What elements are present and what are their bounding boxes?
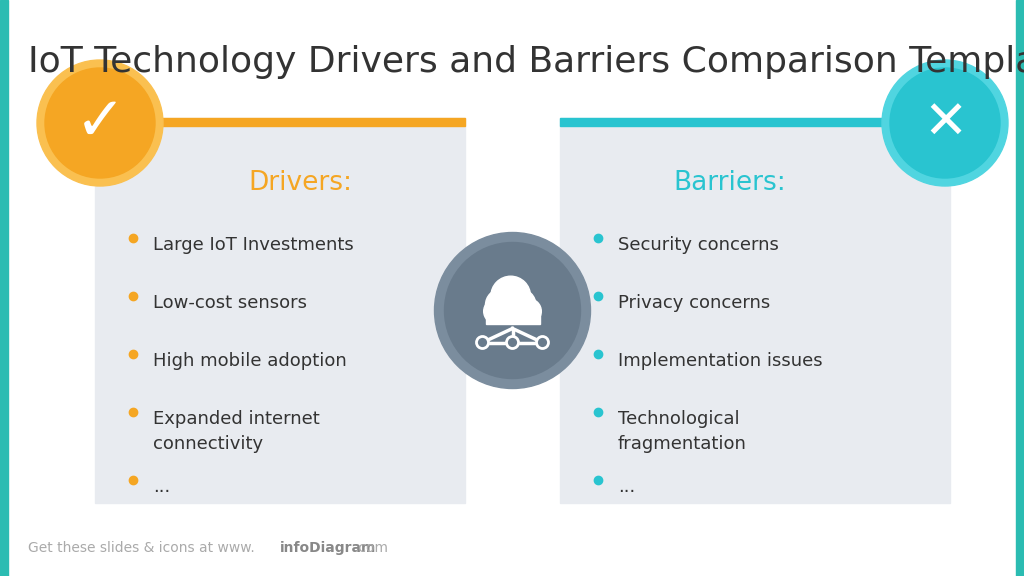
Circle shape	[483, 299, 509, 324]
Bar	[95, 118, 465, 126]
Text: Get these slides & icons at www.: Get these slides & icons at www.	[28, 541, 255, 555]
Text: .com: .com	[355, 541, 389, 555]
Circle shape	[537, 336, 549, 348]
Text: ✕: ✕	[923, 97, 967, 149]
Circle shape	[37, 60, 163, 186]
Text: Barriers:: Barriers:	[674, 170, 786, 196]
Text: Privacy concerns: Privacy concerns	[618, 294, 770, 312]
Circle shape	[507, 336, 518, 348]
Text: ...: ...	[618, 478, 635, 496]
Bar	[560, 118, 950, 503]
Circle shape	[490, 276, 530, 316]
Circle shape	[434, 233, 591, 388]
Text: Drivers:: Drivers:	[248, 170, 352, 196]
Text: Large IoT Investments: Large IoT Investments	[153, 236, 353, 254]
Text: ...: ...	[153, 478, 170, 496]
Circle shape	[476, 336, 488, 348]
Text: Implementation issues: Implementation issues	[618, 352, 822, 370]
Bar	[1016, 0, 1024, 576]
Text: IoT Technology Drivers and Barriers Comparison Template: IoT Technology Drivers and Barriers Comp…	[28, 45, 1024, 79]
Bar	[95, 118, 465, 503]
Circle shape	[45, 68, 155, 178]
Circle shape	[890, 68, 1000, 178]
Bar	[485, 309, 540, 324]
Circle shape	[444, 242, 581, 378]
Text: Security concerns: Security concerns	[618, 236, 779, 254]
Text: ✓: ✓	[75, 93, 126, 153]
Text: infoDiagram: infoDiagram	[280, 541, 377, 555]
Circle shape	[485, 289, 518, 321]
Circle shape	[882, 60, 1008, 186]
Bar	[560, 118, 950, 126]
Text: Technological
fragmentation: Technological fragmentation	[618, 410, 746, 453]
Text: Expanded internet
connectivity: Expanded internet connectivity	[153, 410, 319, 453]
Circle shape	[504, 289, 536, 321]
Circle shape	[516, 299, 542, 324]
Text: High mobile adoption: High mobile adoption	[153, 352, 347, 370]
Text: Low-cost sensors: Low-cost sensors	[153, 294, 307, 312]
Bar	[0, 0, 8, 576]
